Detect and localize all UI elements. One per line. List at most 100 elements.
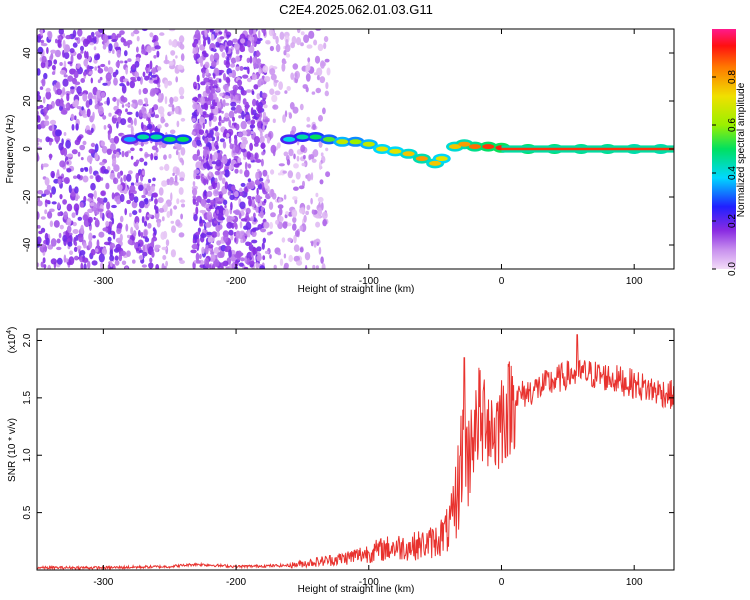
- noise-speck: [278, 216, 284, 222]
- noise-speck: [208, 185, 213, 190]
- noise-speck: [151, 106, 155, 113]
- noise-speck: [230, 201, 233, 211]
- signal-track-point: [389, 148, 402, 154]
- noise-speck: [172, 172, 175, 176]
- noise-speck: [37, 200, 43, 207]
- noise-speck: [319, 76, 326, 84]
- noise-speck: [37, 262, 40, 268]
- noise-speck: [266, 136, 271, 144]
- noise-speck: [94, 66, 98, 71]
- noise-speck: [173, 96, 179, 103]
- noise-speck: [53, 84, 57, 92]
- noise-speck: [83, 71, 87, 76]
- noise-speck: [200, 233, 207, 239]
- noise-speck: [250, 119, 256, 125]
- noise-speck: [138, 254, 144, 261]
- noise-speck: [239, 66, 244, 71]
- noise-speck: [218, 121, 221, 126]
- noise-speck: [137, 100, 144, 106]
- noise-speck: [105, 182, 110, 190]
- noise-speck: [201, 51, 207, 55]
- noise-speck: [88, 148, 95, 154]
- noise-speck: [200, 81, 206, 86]
- noise-speck: [49, 220, 54, 228]
- noise-speck: [259, 265, 266, 269]
- noise-speck: [260, 142, 266, 150]
- noise-speck: [234, 43, 240, 50]
- noise-speck: [91, 260, 98, 266]
- noise-speck: [38, 230, 43, 235]
- noise-speck: [47, 31, 53, 40]
- noise-speck: [70, 113, 75, 121]
- noise-speck: [82, 140, 87, 146]
- signal-track-point: [336, 139, 349, 145]
- noise-speck: [41, 193, 47, 197]
- noise-speck: [92, 95, 97, 100]
- noise-speck: [176, 198, 180, 205]
- noise-speck: [77, 151, 81, 157]
- noise-speck: [108, 60, 111, 65]
- noise-speck: [215, 144, 219, 150]
- noise-speck: [234, 259, 239, 267]
- noise-speck: [230, 57, 237, 64]
- noise-speck: [213, 102, 218, 107]
- noise-speck: [223, 209, 226, 215]
- noise-speck: [203, 132, 207, 137]
- signal-track-point: [362, 141, 375, 147]
- noise-speck: [67, 241, 73, 247]
- noise-speck: [63, 60, 67, 69]
- noise-speck: [179, 157, 184, 163]
- noise-speck: [74, 255, 79, 261]
- noise-speck: [94, 104, 100, 110]
- noise-speck: [112, 71, 117, 78]
- noise-speck: [89, 175, 94, 180]
- noise-speck: [227, 190, 232, 196]
- noise-speck: [79, 144, 86, 151]
- noise-speck: [303, 34, 310, 43]
- noise-speck: [221, 51, 226, 58]
- noise-speck: [151, 185, 155, 192]
- noise-speck: [178, 86, 185, 96]
- noise-speck: [89, 202, 95, 207]
- noise-speck: [251, 90, 255, 96]
- noise-speck: [76, 245, 82, 250]
- noise-speck: [97, 68, 104, 74]
- noise-speck: [152, 227, 156, 232]
- noise-speck: [205, 157, 209, 161]
- noise-speck: [41, 43, 48, 47]
- noise-speck: [121, 84, 127, 94]
- noise-speck: [236, 104, 242, 114]
- noise-speck: [40, 216, 46, 220]
- noise-speck: [87, 198, 93, 202]
- noise-speck: [74, 115, 77, 121]
- noise-speck: [196, 149, 200, 157]
- noise-speck: [109, 125, 113, 134]
- noise-speck: [263, 221, 270, 229]
- noise-speck: [71, 212, 76, 219]
- noise-speck: [195, 206, 199, 215]
- noise-speck: [135, 159, 140, 165]
- noise-speck: [192, 181, 196, 187]
- signal-track-point: [349, 139, 362, 145]
- noise-speck: [144, 204, 149, 209]
- noise-speck: [59, 160, 66, 168]
- noise-speck: [230, 90, 234, 95]
- noise-speck: [90, 248, 96, 256]
- noise-speck: [248, 261, 255, 265]
- signal-track-point: [402, 151, 415, 157]
- noise-speck: [94, 152, 99, 161]
- noise-speck: [37, 190, 44, 195]
- noise-speck: [65, 34, 72, 40]
- noise-speck: [47, 264, 52, 269]
- noise-speck: [56, 246, 62, 251]
- noise-speck: [82, 113, 88, 118]
- noise-speck: [207, 133, 211, 138]
- noise-speck: [63, 132, 67, 136]
- noise-speck: [66, 225, 72, 233]
- noise-speck: [116, 200, 120, 205]
- noise-speck: [77, 29, 83, 37]
- noise-speck: [286, 86, 291, 91]
- noise-speck: [179, 260, 186, 264]
- noise-speck: [291, 179, 296, 184]
- noise-speck: [76, 106, 82, 110]
